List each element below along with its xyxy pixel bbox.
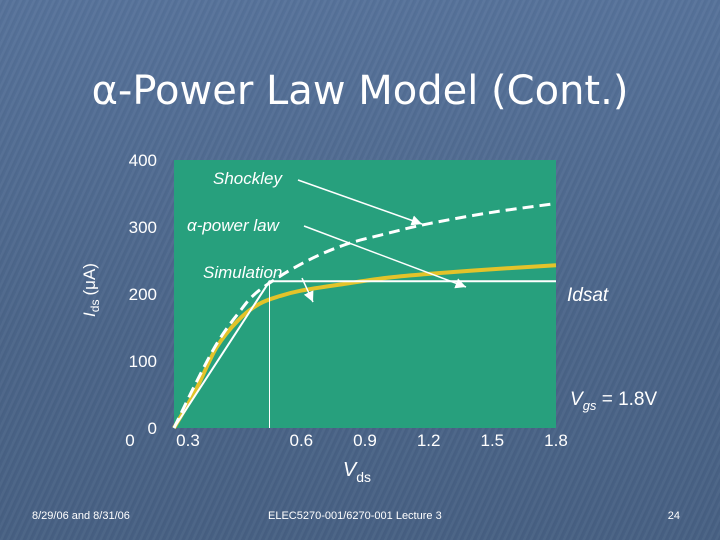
- x-tick-label: 1.2: [417, 431, 441, 450]
- x-tick-label: 1.8: [544, 431, 568, 450]
- x-tick-label: 0.9: [353, 431, 377, 450]
- x-tick-label: 0: [125, 431, 134, 450]
- y-tick-label: 300: [129, 218, 157, 237]
- footer-lecture: ELEC5270-001/6270-001 Lecture 3: [268, 510, 442, 522]
- annotation-alpha-power-law: α-power law: [187, 216, 281, 235]
- x-tick-label: 1.5: [481, 431, 505, 450]
- y-tick-label: 200: [129, 285, 157, 304]
- y-tick-label: 0: [148, 419, 157, 438]
- annotation-vgs-main: V: [570, 389, 585, 410]
- x-axis-label: Vds: [343, 459, 371, 485]
- arrow-alpha-power-law: [303, 225, 467, 289]
- annotation-simulation: Simulation: [203, 263, 282, 282]
- arrow-simulation: [301, 277, 314, 303]
- y-axis-label-sub: ds: [88, 300, 102, 313]
- annotation-shockley: Shockley: [213, 169, 283, 188]
- annotation-vgs: Vgs = 1.8V: [570, 389, 657, 413]
- footer-page-number: 24: [667, 510, 680, 522]
- x-axis-label-main: V: [343, 459, 358, 481]
- y-axis-label-unit: (μA): [80, 263, 99, 295]
- annotation-idsat: Idsat: [567, 285, 609, 306]
- x-tick-label: 0.6: [290, 431, 314, 450]
- arrow-shockley: [297, 179, 423, 226]
- x-tick-label: 0.3: [176, 431, 200, 450]
- y-tick-label: 400: [129, 151, 157, 170]
- tick-layer: 0 100 200 300 400 0 0.3 0.6 0.9 1.2 1.5 1.8: [125, 151, 568, 450]
- y-tick-label: 100: [129, 352, 157, 371]
- y-axis-label-main: I: [80, 312, 99, 317]
- y-axis-label: Ids (μA): [80, 263, 102, 317]
- series-line-simulation: [172, 263, 557, 429]
- footer-date: 8/29/06 and 8/31/06: [32, 510, 130, 522]
- annotation-vgs-sub: gs: [583, 398, 597, 413]
- plot-area: [174, 160, 556, 428]
- series-line-shockley: [172, 202, 557, 429]
- slide-title: α-Power Law Model (Cont.): [91, 68, 629, 114]
- annotation-vgs-value: = 1.8V: [596, 389, 657, 410]
- x-axis-label-sub: ds: [356, 469, 371, 485]
